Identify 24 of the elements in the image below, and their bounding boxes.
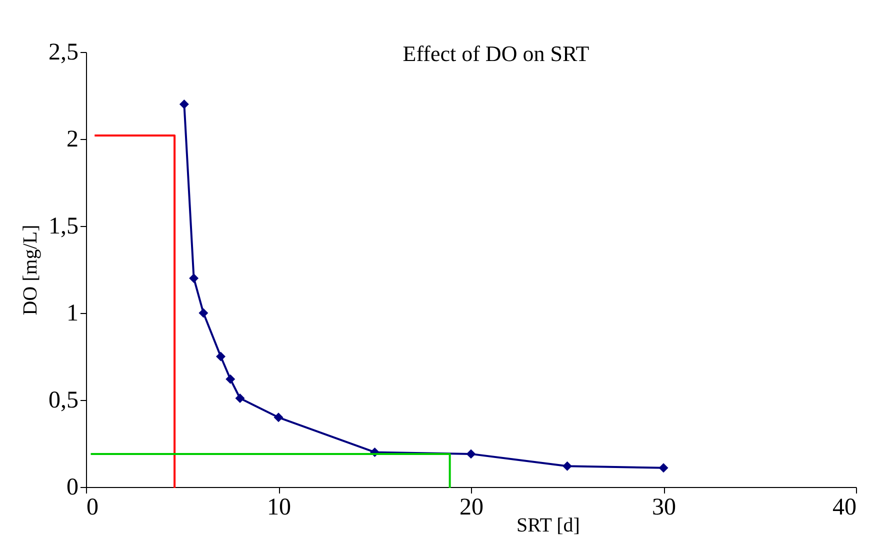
point — [226, 374, 236, 384]
x-tick-label: 40 — [832, 494, 856, 520]
x-tick-label: 10 — [267, 494, 291, 520]
y-tick-label: 2,5 — [48, 40, 78, 66]
point — [274, 412, 284, 422]
x-axis-title: SRT [d] — [516, 514, 580, 536]
y-tick-label: 2 — [66, 126, 78, 152]
point — [466, 449, 476, 459]
point — [216, 352, 226, 362]
point — [562, 461, 572, 471]
y-axis-title: DO [mg/L] — [20, 224, 42, 316]
y-tick-label: 1 — [66, 300, 78, 326]
chart-title: Effect of DO on SRT — [402, 41, 590, 66]
x-tick-label: 20 — [460, 494, 484, 520]
x-tick-label: 0 — [86, 494, 98, 520]
point — [658, 463, 668, 473]
y-tick-label: 1,5 — [48, 214, 78, 240]
y-tick-label: 0 — [66, 474, 78, 500]
point — [189, 273, 199, 283]
y-tick-label: 0,5 — [48, 388, 78, 414]
point — [179, 99, 189, 109]
point — [198, 308, 208, 318]
point — [235, 394, 245, 404]
x-tick-label: 30 — [652, 494, 676, 520]
